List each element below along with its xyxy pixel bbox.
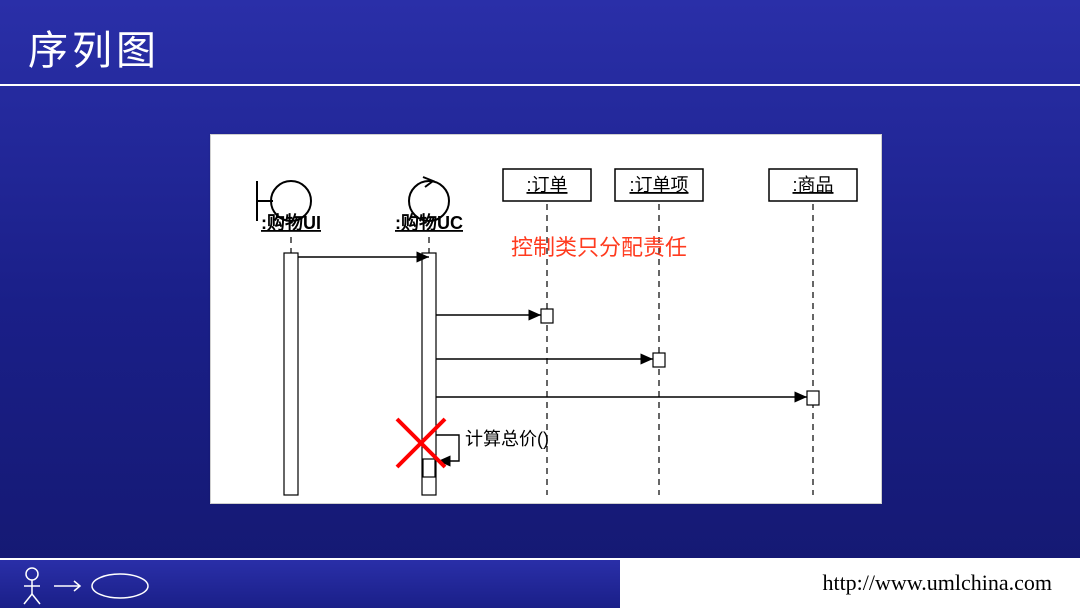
exec-box-2 [653,353,665,367]
lifeline-label-item: :订单项 [629,175,688,195]
exec-box-3 [807,391,819,405]
lifeline-label-goods: :商品 [792,175,833,195]
slide: 序列图 :购物UI :购物UC :订单 :订单项 :商品计算总价() 控制类只分配责任 h… [0,0,1080,608]
footer-bar: http://www.umlchina.com [0,558,1080,608]
annotation-text: 控制类只分配责任 [511,235,687,260]
lifeline-label-ui: :购物UI [261,212,321,233]
sequence-diagram-panel: :购物UI :购物UC :订单 :订单项 :商品计算总价() 控制类只分配责任 [210,134,882,504]
slide-title: 序列图 [0,0,1080,94]
exec-box-1 [541,309,553,323]
title-bar: 序列图 [0,0,1080,86]
sequence-diagram-svg: :购物UI :购物UC :订单 :订单项 :商品计算总价() 控制类只分配责任 [211,135,881,503]
footer-url: http://www.umlchina.com [822,570,1052,596]
self-call-label: 计算总价() [465,429,549,449]
footer-actor-icon [12,562,162,606]
lifeline-label-uc: :购物UC [395,212,463,233]
lifeline-label-order: :订单 [526,175,567,195]
self-call [436,435,459,461]
self-call-exec-box [423,459,435,477]
activation-ui [284,253,298,495]
